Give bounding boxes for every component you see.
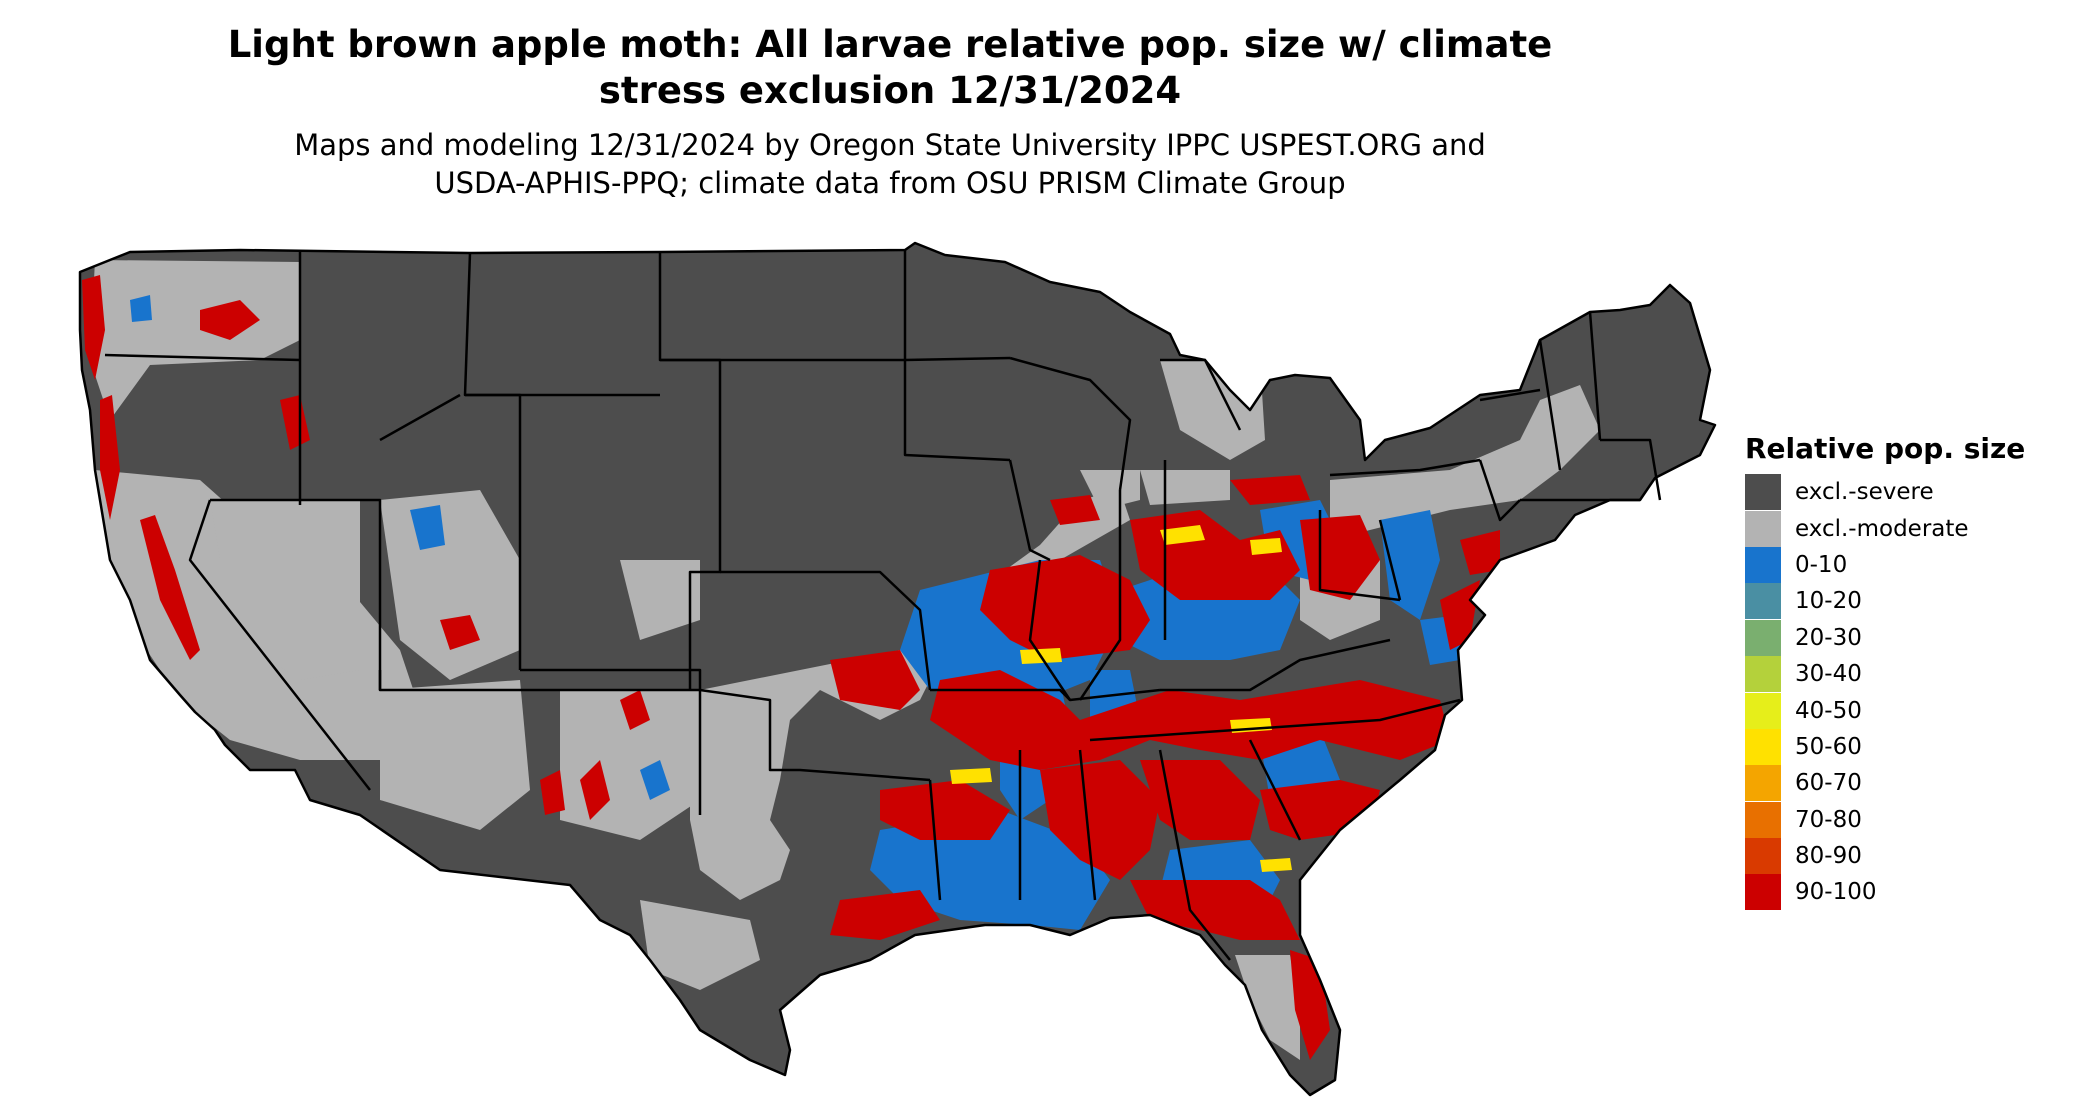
legend-label: 10-20 [1795, 588, 1862, 615]
legend-swatch [1745, 692, 1781, 729]
legend-item: excl.-severe [1742, 474, 2025, 511]
legend-item: 30-40 [1742, 656, 2025, 693]
map-subtitle-line-1: Maps and modeling 12/31/2024 by Oregon S… [294, 128, 1486, 162]
legend-label: 20-30 [1795, 624, 1862, 651]
map-title-line-2: stress exclusion 12/31/2024 [598, 69, 1182, 112]
legend-item: 50-60 [1742, 728, 2025, 765]
legend-item: 90-100 [1742, 874, 2025, 911]
legend-item: excl.-moderate [1742, 510, 2025, 547]
legend-label: 90-100 [1795, 879, 1877, 906]
legend-label: 60-70 [1795, 770, 1862, 797]
legend-swatch [1745, 546, 1781, 583]
west-coast-red-strips [82, 275, 650, 820]
west-blue-patches [130, 295, 670, 800]
state-boundaries [78, 241, 1717, 1097]
legend-label: 40-50 [1795, 697, 1862, 724]
legend-swatch [1745, 474, 1781, 511]
legend-title: Relative pop. size [1745, 432, 2026, 465]
legend-swatch [1745, 583, 1781, 620]
legend-swatch [1745, 510, 1781, 547]
legend-item: 80-90 [1742, 838, 2025, 875]
legend-swatch [1745, 765, 1781, 802]
red-90-100-regions [830, 475, 1500, 1060]
legend-swatch [1745, 838, 1781, 875]
legend-label: 70-80 [1795, 806, 1862, 833]
legend-swatch [1745, 656, 1781, 693]
legend-item: 20-30 [1742, 619, 2025, 656]
map-title: Light brown apple moth: All larvae relat… [160, 22, 1620, 114]
legend-item: 60-70 [1742, 765, 2025, 802]
legend: Relative pop. size excl.-severe excl.-mod… [1742, 432, 2025, 911]
legend-items: excl.-severe excl.-moderate 0-10 10-20 20-30… [1742, 474, 2025, 911]
legend-label: excl.-moderate [1795, 515, 1969, 542]
legend-swatch [1745, 874, 1781, 911]
legend-label: 30-40 [1795, 661, 1862, 688]
legend-swatch [1745, 619, 1781, 656]
map-raster [80, 243, 1715, 1095]
map-subtitle-line-2: USDA-APHIS-PPQ; climate data from OSU PR… [434, 166, 1346, 200]
legend-item: 70-80 [1742, 801, 2025, 838]
legend-swatch [1745, 728, 1781, 765]
legend-item: 40-50 [1742, 692, 2025, 729]
map-title-line-1: Light brown apple moth: All larvae relat… [227, 23, 1553, 66]
map-subtitle: Maps and modeling 12/31/2024 by Oregon S… [160, 126, 1620, 202]
legend-item: 0-10 [1742, 546, 2025, 583]
legend-label: 80-90 [1795, 843, 1862, 870]
legend-label: excl.-severe [1795, 479, 1934, 506]
legend-item: 10-20 [1742, 583, 2025, 620]
legend-swatch [1745, 801, 1781, 838]
legend-label: 50-60 [1795, 733, 1862, 760]
legend-label: 0-10 [1795, 551, 1848, 578]
